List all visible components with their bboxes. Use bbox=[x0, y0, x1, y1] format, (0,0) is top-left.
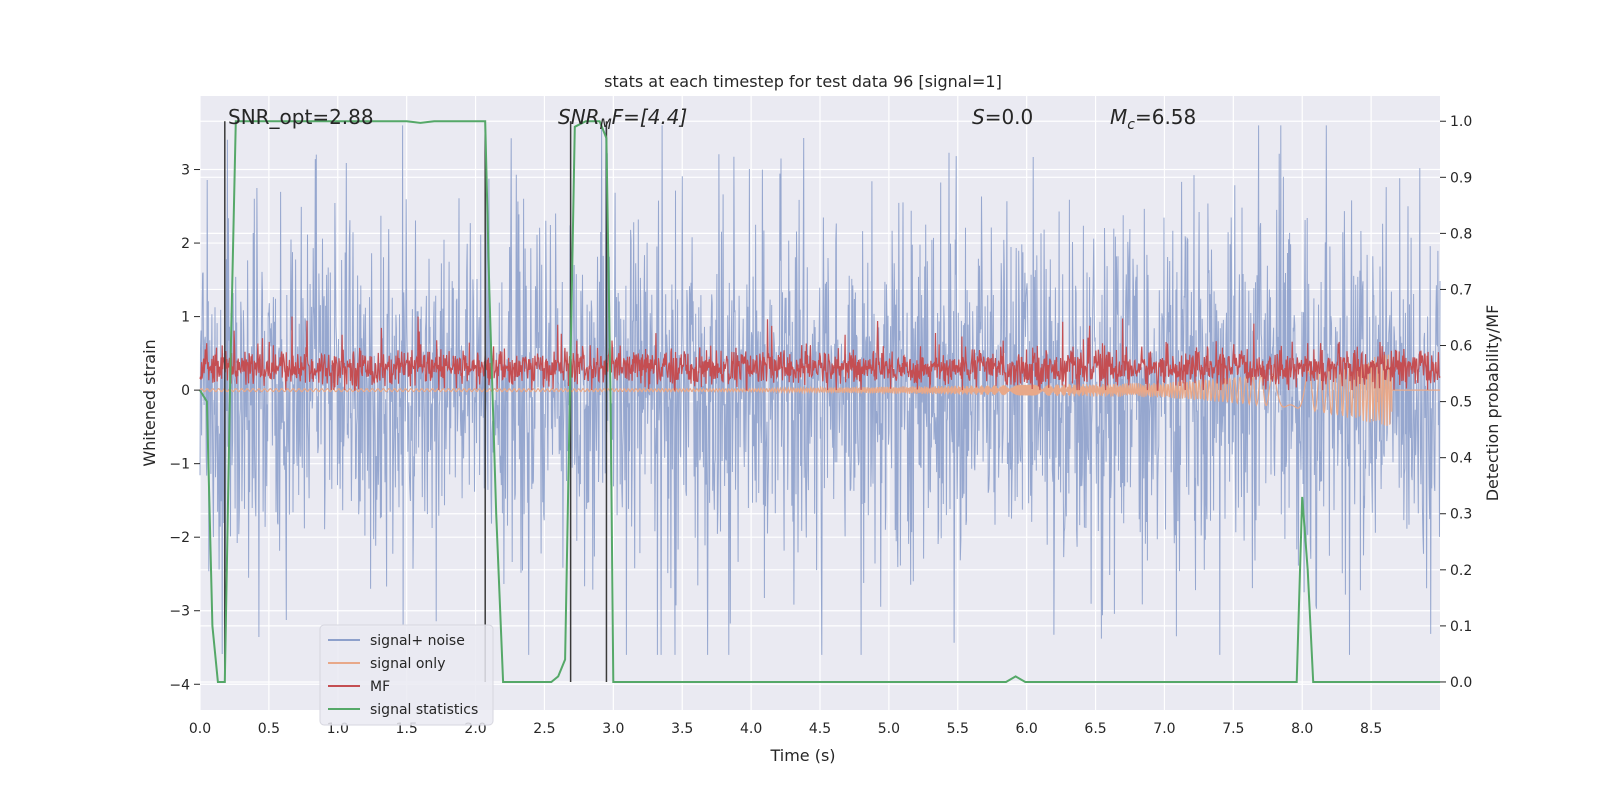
x-tick-label: 4.5 bbox=[809, 721, 831, 737]
y-right-tick-label: 0.4 bbox=[1450, 451, 1472, 467]
y-right-tick-label: 0.2 bbox=[1450, 563, 1472, 579]
y-right-tick-label: 0.6 bbox=[1450, 339, 1472, 355]
x-tick-label: 2.5 bbox=[533, 721, 555, 737]
x-tick-label: 4.0 bbox=[740, 721, 762, 737]
series-mf bbox=[199, 316, 1441, 392]
mf-line bbox=[199, 316, 1441, 392]
x-tick-label: 0.0 bbox=[189, 721, 211, 737]
annotation-mc-base: M bbox=[1110, 105, 1127, 129]
x-tick-label: 7.5 bbox=[1222, 721, 1244, 737]
series-signal-only bbox=[199, 354, 1440, 426]
y-left-tick-label: −4 bbox=[169, 677, 190, 693]
series-signal-statistics bbox=[199, 120, 1440, 683]
signal-only-line bbox=[199, 354, 1440, 426]
x-axis-label: Time (s) bbox=[769, 746, 835, 765]
x-tick-label: 8.5 bbox=[1360, 721, 1382, 737]
legend-label-signal-statistics: signal statistics bbox=[370, 702, 478, 718]
annotation-mc-value: =6.58 bbox=[1135, 105, 1196, 129]
y-axis-label-right: Detection probability/MF bbox=[1483, 305, 1502, 502]
x-tick-labels: 0.0 0.5 1.0 1.5 2.0 2.5 3.0 3.5 4.0 4.5 5.0 5.5 6.0 6… bbox=[189, 721, 1382, 737]
annotation-snr-mf: SNRMF=[4.4] bbox=[558, 105, 687, 133]
annotation-s: S=0.0 bbox=[972, 105, 1033, 129]
annotation-snr-mf-base: SNR bbox=[558, 105, 600, 129]
y-right-tick-label: 0.5 bbox=[1450, 395, 1472, 411]
y-left-tick-label: 0 bbox=[181, 383, 190, 399]
annotation-snr-mf-f: F=[4.4] bbox=[612, 105, 688, 129]
legend-label-signal-only: signal only bbox=[370, 656, 445, 672]
y-right-tick-label: 0.9 bbox=[1450, 170, 1472, 186]
y-right-tick-label: 0.0 bbox=[1450, 675, 1472, 691]
annotation-mc: Mc=6.58 bbox=[1110, 105, 1196, 133]
y-left-tick-label: 2 bbox=[181, 236, 190, 252]
annotation-s-base: S bbox=[972, 105, 985, 129]
legend-label-mf: MF bbox=[370, 679, 390, 695]
x-tick-label: 7.0 bbox=[1153, 721, 1175, 737]
y-right-tick-label: 0.3 bbox=[1450, 507, 1472, 523]
x-tick-label: 6.5 bbox=[1084, 721, 1106, 737]
legend: signal+ noise signal only MF signal stat… bbox=[319, 624, 494, 726]
y-right-tick-label: 0.1 bbox=[1450, 619, 1472, 635]
y-right-tick-labels: 1.0 0.9 0.8 0.7 0.6 0.5 0.4 0.3 0.2 0.1 0.0 bbox=[1440, 114, 1472, 691]
x-tick-label: 3.0 bbox=[602, 721, 624, 737]
legend-label-signal-noise: signal+ noise bbox=[370, 633, 465, 649]
x-tick-label: 3.5 bbox=[671, 721, 693, 737]
x-tick-label: 5.5 bbox=[947, 721, 969, 737]
x-tick-label: 5.0 bbox=[878, 721, 900, 737]
x-tick-label: 0.5 bbox=[258, 721, 280, 737]
y-left-tick-labels: 3 2 1 0 −1 −2 −3 −4 bbox=[169, 163, 200, 693]
signal-statistics-line bbox=[199, 120, 1440, 683]
y-right-tick-label: 0.8 bbox=[1450, 226, 1472, 242]
y-right-tick-label: 1.0 bbox=[1450, 114, 1472, 130]
y-left-tick-label: −1 bbox=[169, 457, 190, 473]
x-tick-label: 8.0 bbox=[1291, 721, 1313, 737]
annotation-s-value: =0.0 bbox=[985, 105, 1034, 129]
annotation-snr-mf-sub: M bbox=[600, 117, 612, 133]
legend-box bbox=[319, 624, 494, 726]
chart-title: stats at each timestep for test data 96 … bbox=[604, 72, 1002, 91]
annotation-mc-sub: c bbox=[1127, 117, 1135, 133]
y-left-tick-label: −2 bbox=[169, 530, 190, 546]
y-left-tick-label: 3 bbox=[181, 163, 190, 179]
annotation-snr-opt: SNR_opt=2.88 bbox=[228, 105, 374, 129]
y-left-tick-label: 1 bbox=[181, 310, 190, 326]
x-tick-label: 6.0 bbox=[1016, 721, 1038, 737]
y-left-tick-label: −3 bbox=[169, 604, 190, 620]
y-axis-label-left: Whitened strain bbox=[140, 339, 159, 466]
y-right-tick-label: 0.7 bbox=[1450, 282, 1472, 298]
